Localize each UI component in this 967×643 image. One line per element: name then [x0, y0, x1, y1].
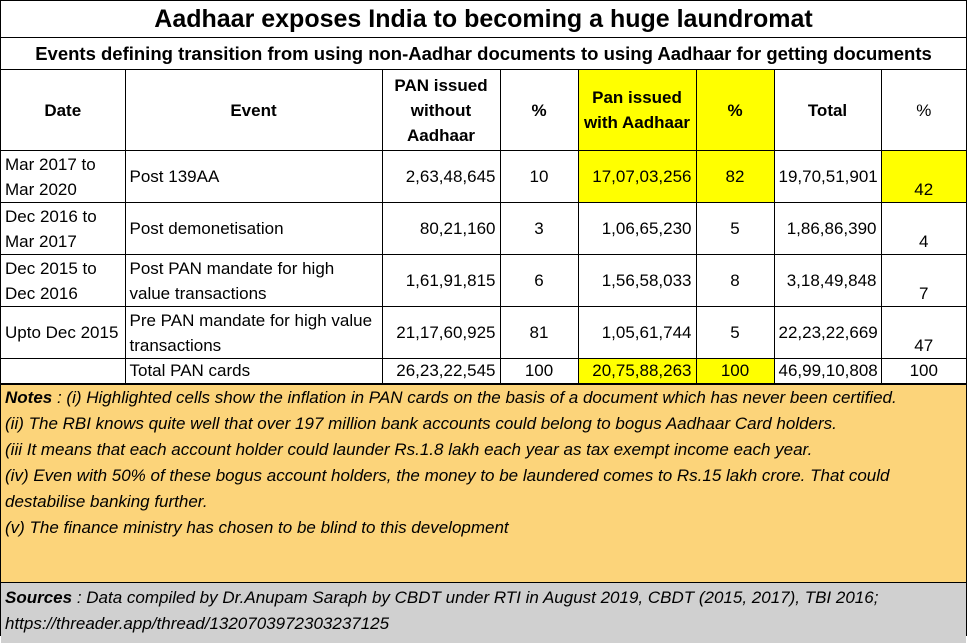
- cell-pan-without: 1,61,91,815: [381, 254, 501, 307]
- note-line: Notes : (i) Highlighted cells show the i…: [5, 385, 962, 411]
- page-title: Aadhaar exposes India to becoming a huge…: [1, 1, 966, 38]
- cell-pct1: 81: [499, 306, 579, 359]
- cell-pan-without: 80,21,160: [381, 202, 501, 255]
- cell-date: [1, 358, 126, 384]
- cell-pct3: 42: [880, 150, 966, 203]
- notes-section: Notes : (i) Highlighted cells show the i…: [1, 384, 966, 583]
- cell-pct3: 100: [880, 358, 966, 384]
- cell-pct1: 3: [499, 202, 579, 255]
- note-line: (iv) Even with 50% of these bogus accoun…: [5, 466, 890, 511]
- cell-pan-without: 2,63,48,645: [381, 150, 501, 203]
- table-total-row: Total PAN cards 26,23,22,545 100 20,75,8…: [1, 358, 966, 384]
- cell-pan-without: 26,23,22,545: [381, 358, 501, 384]
- cell-total: 22,23,22,669: [773, 306, 882, 359]
- cell-pct3: 7: [880, 254, 966, 307]
- cell-pct1: 6: [499, 254, 579, 307]
- header-date: Date: [1, 70, 126, 151]
- cell-date: Upto Dec 2015: [1, 306, 126, 359]
- table-row: Dec 2016 to Mar 2017 Post demonetisation…: [1, 202, 966, 255]
- cell-pan-without: 21,17,60,925: [381, 306, 501, 359]
- note-line: (iii It means that each account holder c…: [5, 440, 813, 459]
- sources-text: : Data compiled by Dr.Anupam Saraph by C…: [5, 588, 879, 633]
- cell-pan-with: 1,06,65,230: [577, 202, 697, 255]
- cell-total: 19,70,51,901: [773, 150, 882, 203]
- cell-pct2: 100: [695, 358, 775, 384]
- cell-event: Post PAN mandate for high value transact…: [124, 254, 383, 307]
- pan-table: Date Event PAN issued without Aadhaar % …: [1, 70, 966, 384]
- cell-pan-with: 1,05,61,744: [577, 306, 697, 359]
- cell-pct2: 5: [695, 202, 775, 255]
- note-line: (v) The finance ministry has chosen to b…: [5, 518, 509, 537]
- header-pct1: %: [499, 70, 579, 151]
- cell-pct2: 8: [695, 254, 775, 307]
- cell-pct2: 82: [695, 150, 775, 203]
- cell-pan-with: 1,56,58,033: [577, 254, 697, 307]
- header-event: Event: [124, 70, 383, 151]
- table-header-row: Date Event PAN issued without Aadhaar % …: [1, 70, 966, 151]
- header-pct2: %: [695, 70, 775, 151]
- cell-event: Post demonetisation: [124, 202, 383, 255]
- cell-pct2: 5: [695, 306, 775, 359]
- cell-pan-with: 20,75,88,263: [577, 358, 697, 384]
- note-line: (ii) The RBI knows quite well that over …: [5, 414, 837, 433]
- sources-section: Sources : Data compiled by Dr.Anupam Sar…: [1, 583, 966, 643]
- cell-total: 1,86,86,390: [773, 202, 882, 255]
- cell-total: 46,99,10,808: [773, 358, 882, 384]
- header-pct3: %: [880, 70, 966, 151]
- cell-pct3: 47: [880, 306, 966, 359]
- table-row: Upto Dec 2015 Pre PAN mandate for high v…: [1, 306, 966, 359]
- header-total: Total: [773, 70, 882, 151]
- cell-pct3: 4: [880, 202, 966, 255]
- sources-label: Sources: [5, 588, 73, 607]
- note-text: : (i) Highlighted cells show the inflati…: [52, 388, 897, 407]
- header-pan-with: Pan issued with Aadhaar: [577, 70, 697, 151]
- cell-date: Mar 2017 to Mar 2020: [1, 150, 126, 203]
- cell-pct1: 100: [499, 358, 579, 384]
- notes-label: Notes: [5, 388, 53, 407]
- cell-total: 3,18,49,848: [773, 254, 882, 307]
- cell-pct1: 10: [499, 150, 579, 203]
- cell-event: Post 139AA: [124, 150, 383, 203]
- cell-date: Dec 2015 to Dec 2016: [1, 254, 126, 307]
- cell-event: Total PAN cards: [124, 358, 383, 384]
- header-pan-without: PAN issued without Aadhaar: [381, 70, 501, 151]
- table-row: Mar 2017 to Mar 2020 Post 139AA 2,63,48,…: [1, 150, 966, 203]
- cell-date: Dec 2016 to Mar 2017: [1, 202, 126, 255]
- table-row: Dec 2015 to Dec 2016 Post PAN mandate fo…: [1, 254, 966, 307]
- cell-pan-with: 17,07,03,256: [577, 150, 697, 203]
- page-subtitle: Events defining transition from using no…: [1, 38, 966, 70]
- cell-event: Pre PAN mandate for high value transacti…: [124, 306, 383, 359]
